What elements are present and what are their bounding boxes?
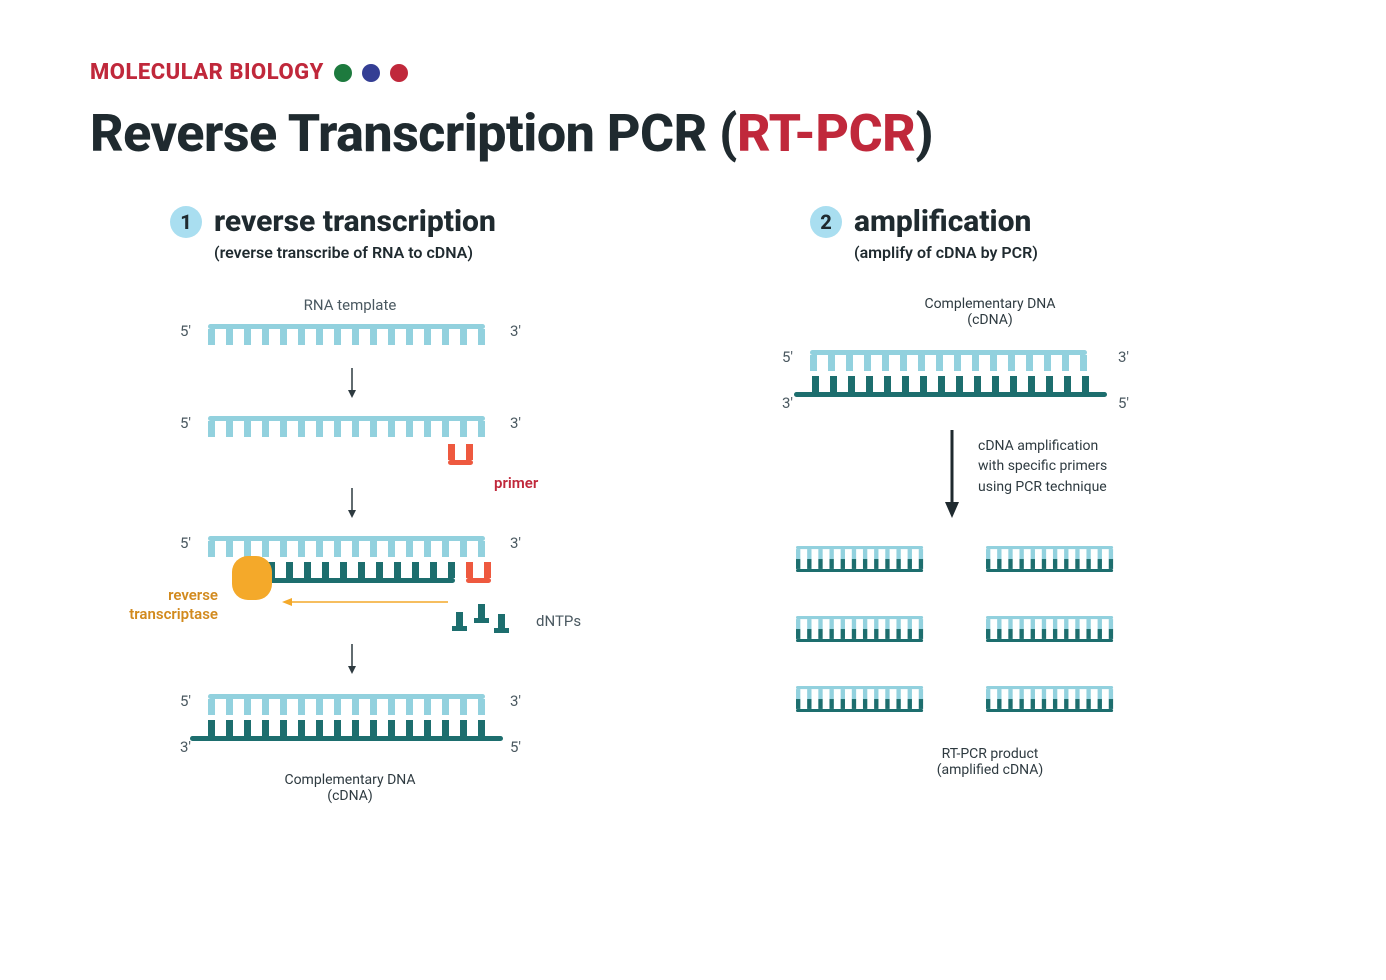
dot-navy-icon xyxy=(362,64,380,82)
rna-strand-2-icon xyxy=(208,416,508,444)
label-5prime: 5' xyxy=(510,738,521,756)
big-arrow-down-icon xyxy=(944,428,960,518)
product-2-icon xyxy=(986,546,1146,584)
step1-subtitle: (reverse transcribe of RNA to cDNA) xyxy=(214,243,610,262)
step2-number: 2 xyxy=(810,206,842,238)
page-title: Reverse Transcription PCR (RT-PCR) xyxy=(90,103,1296,164)
title-suffix: ) xyxy=(915,103,933,164)
dot-green-icon xyxy=(334,64,352,82)
product-1-icon xyxy=(796,546,956,584)
dntps-icon xyxy=(450,596,530,636)
arrow-down-3-icon xyxy=(346,642,358,676)
columns: 1 reverse transcription (reverse transcr… xyxy=(90,204,1296,936)
product-6-icon xyxy=(986,686,1146,724)
cdna-full-icon xyxy=(190,720,526,748)
label-product: RT-PCR product (amplified cDNA) xyxy=(730,746,1250,778)
rna-strand-4-icon xyxy=(208,694,508,722)
label-5prime: 5' xyxy=(180,534,191,552)
arrow-down-1-icon xyxy=(346,366,358,400)
primer-icon xyxy=(448,444,504,470)
product-3-icon xyxy=(796,616,956,654)
step2-diagram: Complementary DNA (cDNA) 5' 3' 3' 5' cDN… xyxy=(730,296,1250,936)
reverse-transcriptase-icon xyxy=(228,552,282,604)
step1-head: 1 reverse transcription xyxy=(170,204,610,239)
col-reverse-transcription: 1 reverse transcription (reverse transcr… xyxy=(90,204,610,936)
label-rna-template: RNA template xyxy=(90,296,610,314)
label-cdna: Complementary DNA (cDNA) xyxy=(90,772,610,804)
label-3prime: 3' xyxy=(510,322,521,340)
ds-bot-icon xyxy=(794,376,1130,404)
synthesis-arrow-icon xyxy=(280,596,450,608)
label-5prime: 5' xyxy=(782,348,793,366)
label-5prime: 5' xyxy=(180,322,191,340)
label-5prime: 5' xyxy=(180,692,191,710)
step1-title: reverse transcription xyxy=(214,204,496,239)
label-5prime: 5' xyxy=(180,414,191,432)
label-amplification-text: cDNA amplification with specific primers… xyxy=(978,436,1178,497)
label-3prime: 3' xyxy=(510,534,521,552)
rna-strand-1-icon xyxy=(208,324,508,352)
label-reverse-transcriptase: reverse transcriptase xyxy=(108,586,218,624)
step1-number: 1 xyxy=(170,206,202,238)
eyebrow-text: MOLECULAR BIOLOGY xyxy=(90,60,324,85)
product-4-icon xyxy=(986,616,1146,654)
step2-head: 2 amplification xyxy=(810,204,1250,239)
label-primer: primer xyxy=(494,474,538,492)
label-5prime: 5' xyxy=(1118,394,1129,412)
dot-red-icon xyxy=(390,64,408,82)
cdna-partial-icon xyxy=(250,562,510,588)
product-5-icon xyxy=(796,686,956,724)
eyebrow: MOLECULAR BIOLOGY xyxy=(90,60,1296,85)
step1-diagram: RNA template 5' 3' 5' 3' primer 5' 3' xyxy=(90,296,610,936)
col-amplification: 2 amplification (amplify of cDNA by PCR)… xyxy=(730,204,1250,936)
title-highlight: RT-PCR xyxy=(737,103,915,164)
label-cdna-top: Complementary DNA (cDNA) xyxy=(730,296,1250,328)
title-prefix: Reverse Transcription PCR ( xyxy=(90,103,737,164)
label-3prime: 3' xyxy=(1118,348,1129,366)
label-3prime: 3' xyxy=(510,692,521,710)
label-3prime: 3' xyxy=(510,414,521,432)
arrow-down-2-icon xyxy=(346,486,358,520)
ds-top-icon xyxy=(810,350,1110,378)
label-dntps: dNTPs xyxy=(536,612,581,630)
label-3prime: 3' xyxy=(180,738,191,756)
step2-title: amplification xyxy=(854,204,1031,239)
label-3prime: 3' xyxy=(782,394,793,412)
step2-subtitle: (amplify of cDNA by PCR) xyxy=(854,243,1250,262)
